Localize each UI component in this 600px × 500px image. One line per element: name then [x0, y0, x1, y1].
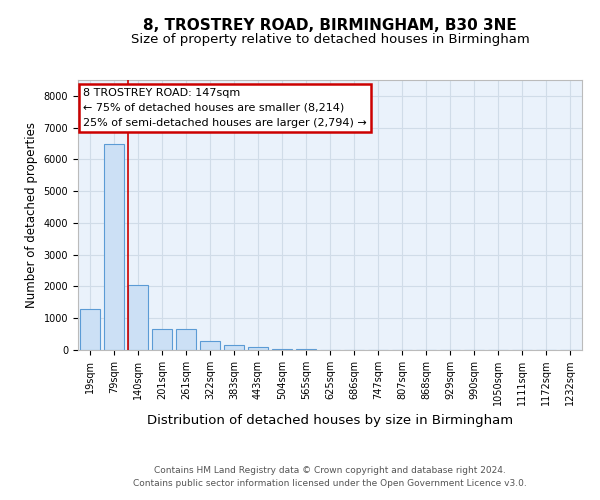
Bar	[200, 341, 220, 350]
Bar	[272, 348, 292, 350]
Bar	[80, 308, 100, 350]
Bar	[128, 285, 148, 350]
Text: 8 TROSTREY ROAD: 147sqm
← 75% of detached houses are smaller (8,214)
25% of semi: 8 TROSTREY ROAD: 147sqm ← 75% of detache…	[83, 88, 367, 128]
Bar	[152, 330, 172, 350]
Bar	[248, 347, 268, 350]
Text: Contains HM Land Registry data © Crown copyright and database right 2024.
Contai: Contains HM Land Registry data © Crown c…	[133, 466, 527, 487]
Text: 8, TROSTREY ROAD, BIRMINGHAM, B30 3NE: 8, TROSTREY ROAD, BIRMINGHAM, B30 3NE	[143, 18, 517, 32]
Bar	[224, 345, 244, 350]
X-axis label: Distribution of detached houses by size in Birmingham: Distribution of detached houses by size …	[147, 414, 513, 426]
Y-axis label: Number of detached properties: Number of detached properties	[25, 122, 38, 308]
Text: Size of property relative to detached houses in Birmingham: Size of property relative to detached ho…	[131, 32, 529, 46]
Bar	[296, 348, 316, 350]
Bar	[104, 144, 124, 350]
Bar	[176, 330, 196, 350]
